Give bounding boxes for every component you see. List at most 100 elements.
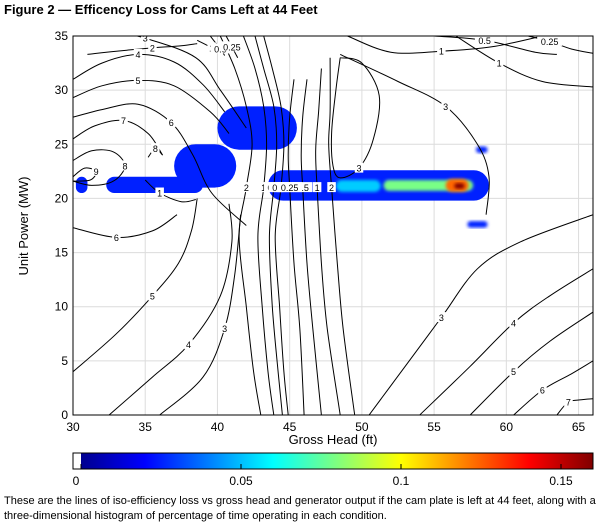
colorbar-tick-label: 0.15 [549, 474, 573, 488]
x-tick-label: 30 [66, 420, 80, 434]
contour-label-bg [437, 312, 446, 323]
contour-label: 3 [443, 102, 448, 112]
contour-label: 0.25 [281, 183, 299, 193]
contour-label: 3 [439, 313, 444, 323]
histogram-cell [476, 146, 488, 153]
contour-label-bg [509, 366, 518, 377]
contour-line [73, 214, 178, 238]
contour-label: 0.25 [541, 37, 559, 47]
contour-label-bg [151, 143, 160, 154]
x-tick-label: 50 [355, 420, 369, 434]
contour-line [469, 311, 593, 415]
y-axis-label: Unit Power (MW) [16, 177, 31, 276]
contour-label-bg [474, 36, 495, 45]
colorbar-tick-label: 0.05 [229, 474, 253, 488]
contour-label: 5 [135, 76, 140, 86]
figure-title: Figure 2 — Efficency Loss for Cams Left … [4, 2, 318, 17]
contour-label-bg [277, 182, 303, 193]
contour-label-bg [120, 160, 130, 171]
contour-label-bg [259, 182, 268, 193]
y-tick-label: 15 [55, 246, 69, 260]
contour-label-bg [133, 48, 143, 59]
contour-label: 6 [540, 386, 545, 396]
contour-label: 6 [114, 233, 119, 243]
contour-line [73, 198, 198, 373]
contour-label-bg [242, 182, 251, 193]
contour-line [108, 203, 233, 415]
contour-line [513, 360, 593, 415]
contour-line [73, 79, 230, 134]
contour-label-bg [166, 117, 176, 128]
contour-label: 9 [94, 167, 99, 177]
contour-label: 6 [169, 118, 174, 128]
contour-label-bg [155, 187, 164, 198]
histogram-cell [106, 176, 203, 194]
contour-label: 4 [135, 50, 140, 60]
contour-label-bg [133, 74, 143, 85]
contour-label: 1 [315, 183, 320, 193]
contour-line [287, 79, 305, 415]
histogram-cell [467, 221, 488, 228]
contour-line [144, 179, 196, 203]
contour-label-bg [537, 36, 563, 46]
contour-label-bg [509, 317, 518, 328]
contour-label-bg [112, 231, 121, 242]
contour-label-bg [292, 182, 313, 193]
y-tick-label: 30 [55, 83, 69, 97]
contour-label-bg [441, 100, 450, 111]
histogram-cell [335, 180, 381, 192]
x-tick-label: 55 [427, 420, 441, 434]
colorbar-frame [72, 452, 594, 470]
colorbar-tick-label: 0 [73, 474, 80, 488]
contour-label: 0.25 [223, 42, 241, 52]
colorbar: 0 0.05 0.1 0.15 [72, 452, 594, 488]
contour-line [315, 68, 341, 415]
colorbar-zero-swatch [73, 453, 81, 469]
contour-label-bg [148, 290, 157, 301]
contour-label-bg [219, 41, 245, 52]
contour-label-bg [538, 384, 547, 395]
contour-label-bg [494, 57, 504, 68]
y-tick-label: 5 [61, 354, 68, 368]
contour-line [328, 57, 356, 415]
contour-label: 5 [511, 367, 516, 377]
contour-line [434, 36, 557, 55]
x-tick-label: 45 [283, 420, 297, 434]
x-tick-label: 40 [211, 420, 225, 434]
y-tick-label: 20 [55, 191, 69, 205]
colorbar-tick-label: 0.1 [393, 474, 410, 488]
plot-frame [72, 35, 594, 416]
x-tick-label: 35 [139, 420, 153, 434]
contour-label-bg [184, 339, 193, 350]
contour-label: 2 [329, 183, 334, 193]
contour-label: 3 [222, 324, 227, 334]
contour-line [135, 36, 247, 129]
contour-label-bg [327, 182, 336, 193]
contour-label: 8 [122, 161, 127, 171]
figure-caption: These are the lines of iso-efficiency lo… [4, 495, 596, 522]
contour-label-bg [140, 36, 150, 43]
contour-label: 2 [150, 43, 155, 53]
contour-label: 0.5 [478, 36, 491, 46]
contour-label-bg [312, 182, 322, 193]
contour-line [368, 214, 593, 415]
contour-label-bg [148, 42, 157, 53]
contour-line [300, 79, 322, 415]
contour-label: 1 [439, 47, 444, 57]
contour-line [455, 36, 593, 88]
x-tick-label: 60 [500, 420, 514, 434]
contour-label: 1 [157, 189, 162, 199]
histogram-cell [217, 106, 297, 150]
contour-label: 4 [186, 340, 191, 350]
contour-label: 3 [143, 34, 148, 44]
contour-label-bg [91, 165, 101, 176]
contour-label: 8 [153, 144, 158, 154]
contour-label-bg [437, 45, 446, 56]
y-tick-label: 25 [55, 137, 69, 151]
contour-label-bg [354, 162, 364, 173]
contour-label-layer: 210.50.2545678983210.50.255436110.50.252… [91, 34, 573, 408]
contour-label: 1 [497, 59, 502, 69]
contour-label-bg [119, 114, 128, 125]
histogram-cell [174, 144, 237, 188]
